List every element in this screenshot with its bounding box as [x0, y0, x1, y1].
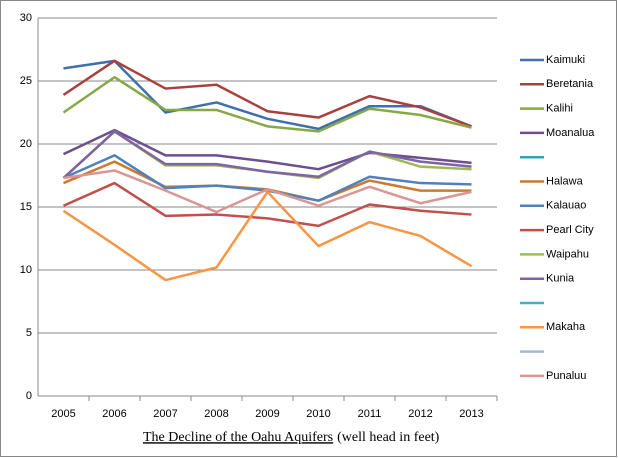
series-line	[62, 190, 473, 282]
x-tick-label: 2005	[51, 408, 75, 420]
series-line	[62, 130, 472, 179]
legend-label: Kalauao	[546, 200, 586, 212]
series-line	[62, 181, 472, 228]
x-tick-label: 2012	[408, 408, 432, 420]
y-tick-label: 20	[20, 138, 32, 150]
y-tick-label: 10	[20, 264, 32, 276]
legend-label: Punaluu	[546, 370, 586, 382]
series-line	[62, 75, 472, 133]
chart-title-note: (well head in feet)	[337, 430, 440, 445]
legend-label: Kaimuki	[546, 54, 585, 66]
x-tick-label: 2008	[204, 408, 228, 420]
legend-label: Moanalua	[546, 127, 595, 139]
x-tick-label: 2013	[459, 408, 483, 420]
series-line	[63, 59, 472, 131]
y-tick-label: 15	[20, 201, 32, 213]
x-tick-label: 2009	[255, 408, 279, 420]
x-tick-label: 2006	[102, 408, 126, 420]
legend-label: Kalihi	[546, 103, 573, 115]
legend-label: Makaha	[546, 321, 586, 333]
x-tick-label: 2010	[306, 408, 330, 420]
y-tick-label: 25	[20, 75, 32, 87]
y-tick-label: 5	[26, 327, 32, 339]
legend-label: Halawa	[546, 175, 584, 187]
series-line	[63, 169, 472, 214]
legend-label: Kunia	[546, 273, 575, 285]
legend-label: Pearl City	[546, 224, 594, 236]
legend-label: Beretania	[546, 78, 594, 90]
y-tick-label: 0	[26, 390, 32, 402]
chart-title: The Decline of the Oahu Aquifers	[143, 430, 333, 445]
series-line	[62, 59, 472, 128]
series-line	[62, 128, 472, 171]
y-tick-label: 30	[20, 12, 32, 24]
x-tick-label: 2011	[358, 408, 382, 420]
x-tick-label: 2007	[153, 408, 177, 420]
legend-label: Waipahu	[546, 248, 589, 260]
